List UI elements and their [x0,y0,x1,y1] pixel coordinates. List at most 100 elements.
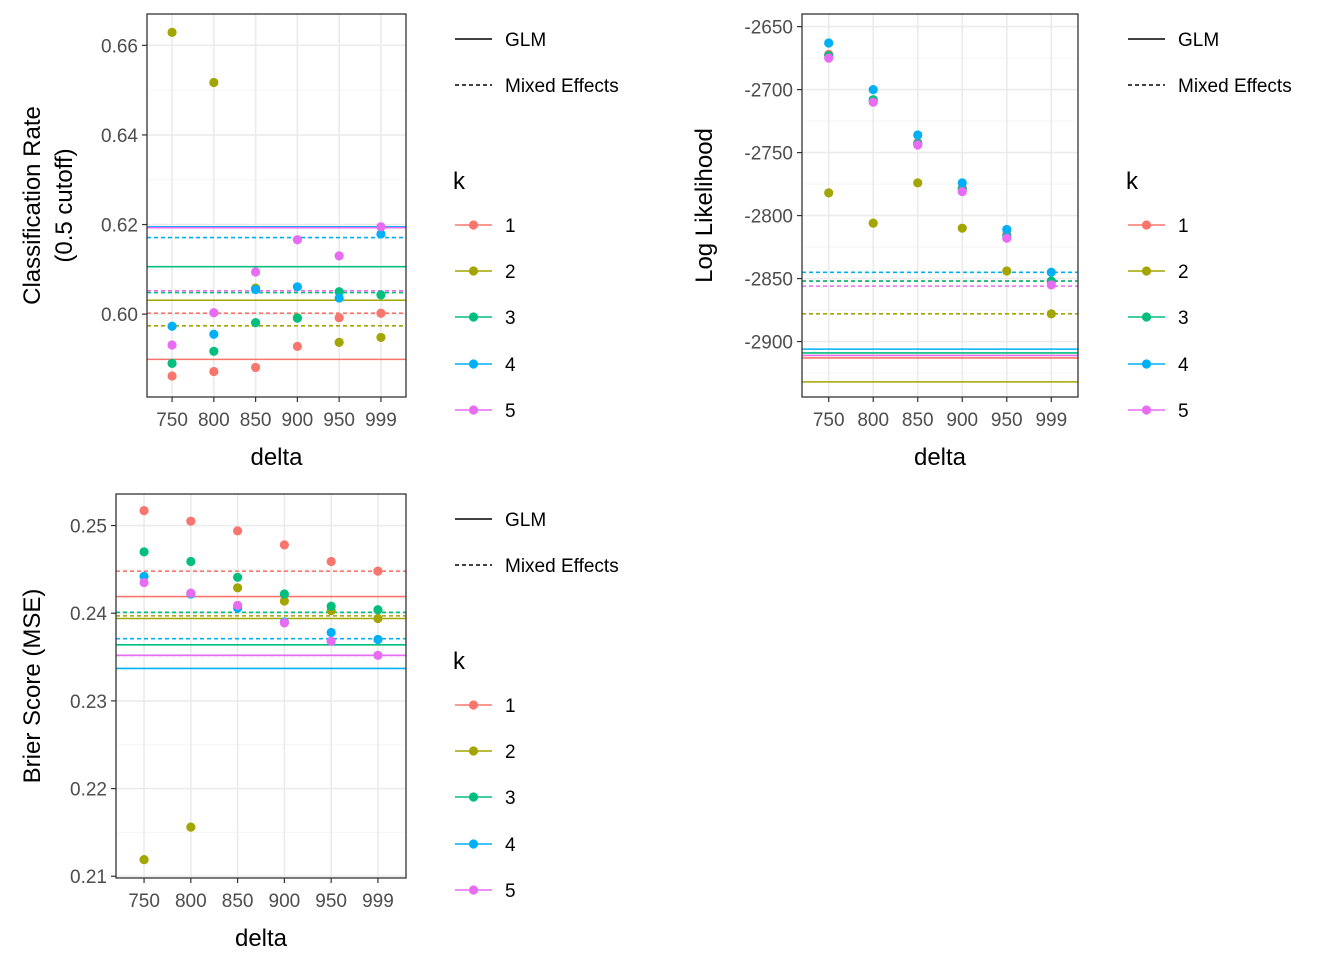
chart-panel-1: 0.60 0.62 0.64 0.66 750 800 850 900 950 999 delta C… [19,13,619,471]
legend-label-linetype: GLM [505,510,546,531]
data-point-k5 [233,600,243,610]
legend-label-k: 2 [1178,262,1189,283]
data-point-k5 [1002,233,1012,243]
data-point-k1 [373,566,383,576]
legend-label-k: 2 [505,262,516,283]
y-tick-label: 0.23 [70,692,107,713]
data-point-k1 [251,362,261,373]
data-point-k4 [957,178,967,188]
data-point-k4 [292,282,302,292]
x-tick-label: 900 [269,891,301,912]
chart-panel-2: -2900 -2850 -2800 -2750 -2700 -2650 750 800 850 9… [691,13,1292,471]
y-axis-title: Log Likelihood [691,128,718,283]
data-point-k5 [957,187,967,197]
y-axis-title: Brier Score (MSE) [19,589,46,784]
legend-key-point-k3 [1141,312,1152,322]
legend-title-k: k [453,168,466,195]
data-point-k2 [1002,266,1012,276]
data-point-k4 [373,634,383,645]
data-point-k2 [233,583,243,593]
x-tick-label: 800 [857,410,889,431]
legend-key-point-k3 [468,312,479,322]
data-point-k1 [376,308,386,318]
y-tick-label: -2900 [744,333,793,354]
data-point-k5 [279,618,289,628]
data-point-k5 [376,222,386,232]
data-point-k1 [186,516,196,526]
data-point-k3 [251,318,261,328]
legend-key-point-k5 [468,885,479,895]
data-point-k3 [167,358,177,369]
y-tick-label: -2700 [744,81,793,102]
legend-key-point-k2 [468,266,479,276]
data-point-k3 [209,346,219,356]
legend-key-point-k4 [468,359,479,369]
data-point-k3 [326,601,336,611]
x-tick-label: 999 [1035,410,1067,431]
data-point-k1 [139,506,149,516]
data-point-k5 [139,577,149,588]
legend-key-point-k5 [468,405,479,415]
x-tick-label: 750 [128,891,160,912]
x-tick-label: 999 [365,410,397,431]
y-axis-title: (0.5 cutoff) [51,148,78,262]
x-tick-label: 950 [991,410,1023,431]
legend-label-k: 1 [505,696,516,717]
data-point-k5 [292,235,302,245]
x-tick-label: 850 [240,410,272,431]
x-axis-title: delta [235,925,288,952]
legend-label-k: 2 [505,742,516,763]
legend-label-k: 4 [505,355,516,376]
panel-background [116,494,406,878]
legend-label-k: 1 [505,216,516,237]
data-point-k2 [139,854,149,865]
y-tick-label: -2650 [744,18,793,39]
data-point-k5 [186,588,196,598]
legend-title-k: k [453,648,466,675]
panel-background [147,14,406,397]
data-point-k1 [334,313,344,323]
x-tick-label: 950 [323,410,355,431]
data-point-k2 [957,223,967,233]
data-point-k4 [209,329,219,339]
y-axis-title: Classification Rate [19,106,46,305]
data-point-k5 [868,97,878,107]
legend-label-linetype: Mixed Effects [505,556,619,577]
data-point-k3 [292,313,302,323]
data-point-k4 [334,293,344,303]
data-point-k5 [334,251,344,261]
data-point-k5 [824,53,834,63]
data-point-k2 [824,188,834,198]
x-tick-label: 850 [902,410,934,431]
data-point-k2 [279,596,289,606]
y-tick-label: -2750 [744,144,793,165]
legend-label-k: 3 [1178,308,1189,329]
y-tick-label: 0.22 [70,780,107,801]
data-point-k2 [167,27,177,37]
data-point-k1 [292,341,302,351]
legend-label-linetype: Mixed Effects [1178,76,1292,97]
legend-title-k: k [1126,168,1139,195]
legend: GLM Mixed Effects k 1 2 3 4 5 [1126,30,1292,422]
data-point-k5 [1046,280,1056,290]
panel-border [115,493,407,879]
x-axis-title: delta [914,444,967,471]
data-point-k2 [373,613,383,624]
y-tick-label: 0.25 [70,517,107,538]
legend-key-point-k2 [468,746,479,756]
data-point-k1 [233,526,243,536]
data-point-k5 [251,267,261,277]
y-tick-label: 0.66 [101,36,138,57]
data-point-k3 [376,290,386,300]
data-point-k2 [1046,309,1056,319]
data-point-k4 [376,229,386,239]
legend-label-k: 4 [505,835,516,856]
data-point-k3 [373,605,383,615]
data-point-k2 [376,332,386,343]
data-point-k4 [868,84,878,95]
y-tick-label: 0.62 [101,216,138,237]
y-tick-label: -2800 [744,207,793,228]
legend-key-point-k1 [468,700,479,710]
data-point-k5 [167,340,177,350]
